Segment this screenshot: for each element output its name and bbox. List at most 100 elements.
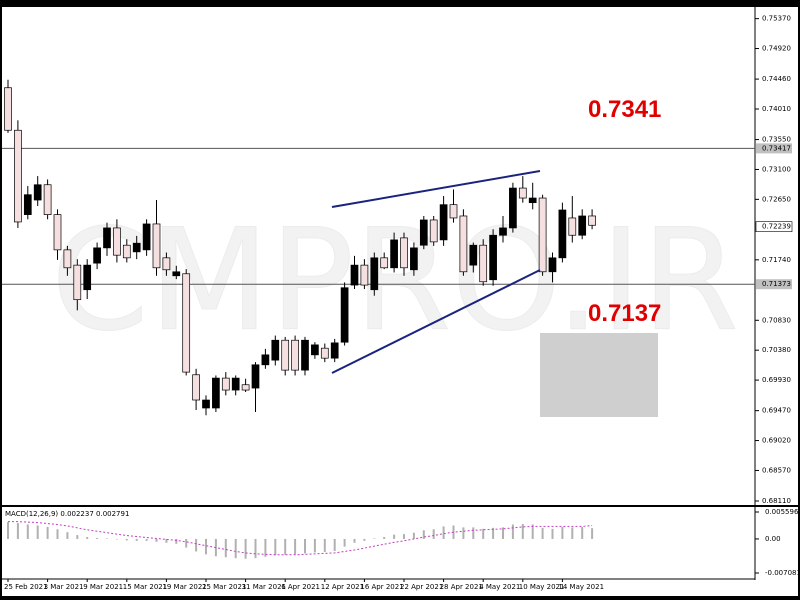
y-tick-label: 0.71740 xyxy=(762,256,791,264)
candle-body xyxy=(23,194,32,215)
candle-body xyxy=(251,364,260,389)
macd-bar xyxy=(343,538,346,547)
candle-body xyxy=(192,374,200,401)
candle-body xyxy=(449,204,458,219)
macd-bar xyxy=(185,538,188,548)
x-tick-label: 3 Mar 2021 xyxy=(44,583,84,591)
candle-body xyxy=(122,244,131,259)
candle-body xyxy=(410,247,418,271)
macd-bar xyxy=(521,524,524,539)
candle-body xyxy=(518,187,527,199)
macd-bar xyxy=(383,537,386,539)
candle-body xyxy=(320,347,329,359)
macd-title: MACD(12,26,9) 0.002237 0.002791 xyxy=(5,510,129,518)
y-tick-label: -0.007081 xyxy=(765,569,800,577)
candle-body xyxy=(132,242,141,253)
candle-body xyxy=(489,234,497,281)
macd-bar xyxy=(125,538,128,541)
candle-body xyxy=(538,197,547,273)
macd-bar xyxy=(591,528,594,539)
y-tick-label: 0.74920 xyxy=(762,45,791,53)
macd-bar xyxy=(106,538,108,539)
x-tick-label: 22 Apr 2021 xyxy=(400,583,443,591)
canvas xyxy=(2,7,798,596)
macd-bar xyxy=(145,538,148,541)
candle-body xyxy=(103,227,111,249)
y-tick-label: 0.70380 xyxy=(762,346,791,354)
y-tick-label: 0.75370 xyxy=(762,15,791,23)
macd-bar xyxy=(205,538,207,555)
x-tick-label: 12 Apr 2021 xyxy=(321,583,364,591)
candle-body xyxy=(578,215,587,236)
candle-body xyxy=(439,204,448,241)
y-tick-label: 0.005596 xyxy=(765,508,799,516)
macd-bar xyxy=(571,527,574,539)
x-tick-label: 10 May 2021 xyxy=(519,583,565,591)
macd-bar xyxy=(195,538,198,552)
level-label-box xyxy=(756,143,792,154)
candle-body xyxy=(340,287,349,343)
macd-bar xyxy=(323,538,326,552)
current-price-box xyxy=(755,221,793,232)
macd-bar xyxy=(373,538,376,539)
candle-body xyxy=(588,215,596,226)
macd-bar xyxy=(244,538,247,559)
trendline-lower xyxy=(331,269,541,374)
candle-body xyxy=(330,342,339,359)
candle-body xyxy=(499,227,507,236)
candle-body xyxy=(311,344,319,356)
plot: 0.75370 0.74920 0.74460 0.74010 0.73550 0.731… xyxy=(2,15,800,591)
candle-body xyxy=(281,339,290,371)
x-tick-label: 15 Mar 2021 xyxy=(123,583,167,591)
level-label: 0.71373 xyxy=(762,280,791,288)
candle-body xyxy=(53,214,62,251)
x-tick-label: 28 Apr 2021 xyxy=(440,583,483,591)
level-label: 0.73417 xyxy=(762,144,791,152)
macd-bar xyxy=(165,538,168,543)
macd-bar xyxy=(26,524,29,539)
candle-body xyxy=(33,184,42,201)
macd-bar xyxy=(442,526,445,539)
macd-bar xyxy=(482,528,485,539)
macd-bar xyxy=(531,524,534,539)
candle-body xyxy=(152,223,161,269)
macd-bar xyxy=(274,538,277,556)
candle-body xyxy=(83,264,92,291)
candle-body xyxy=(548,257,557,273)
macd-bar xyxy=(313,538,316,553)
candle-body xyxy=(63,249,72,269)
x-tick-label: 25 Mar 2021 xyxy=(202,583,246,591)
annotation: 0.7137 xyxy=(588,300,661,327)
candle-body xyxy=(291,339,299,371)
macd-bar xyxy=(333,538,336,551)
candle-body xyxy=(509,187,517,229)
macd-bar xyxy=(46,526,49,539)
candle-body xyxy=(162,257,171,271)
candle-body xyxy=(429,219,438,243)
macd-bar xyxy=(393,534,396,539)
y-tick-label: 0.74460 xyxy=(762,75,791,83)
x-tick-label: 6 Apr 2021 xyxy=(281,583,320,591)
x-tick-label: 9 Mar 2021 xyxy=(83,583,123,591)
x-tick-label: 25 Feb 2021 xyxy=(4,583,48,591)
candle-body xyxy=(479,244,488,283)
candle-body xyxy=(419,219,428,246)
candle-body xyxy=(380,257,389,269)
y-tick-label: 0.68110 xyxy=(762,497,791,505)
macd-bar xyxy=(264,538,267,557)
macd-bar xyxy=(472,527,475,539)
candle-body xyxy=(350,264,359,286)
y-tick-label: 0.69020 xyxy=(762,437,791,445)
candle-body xyxy=(93,247,101,264)
macd-bar xyxy=(502,527,504,539)
macd-bar xyxy=(581,526,584,539)
x-tick-label: 4 May 2021 xyxy=(479,583,520,591)
candle-body xyxy=(390,239,398,269)
y-tick-label: 0.69930 xyxy=(762,376,791,384)
y-tick-label: 0.74010 xyxy=(762,105,791,113)
macd-bar xyxy=(551,528,554,539)
candle-body xyxy=(271,339,280,361)
macd-bar xyxy=(36,525,39,539)
